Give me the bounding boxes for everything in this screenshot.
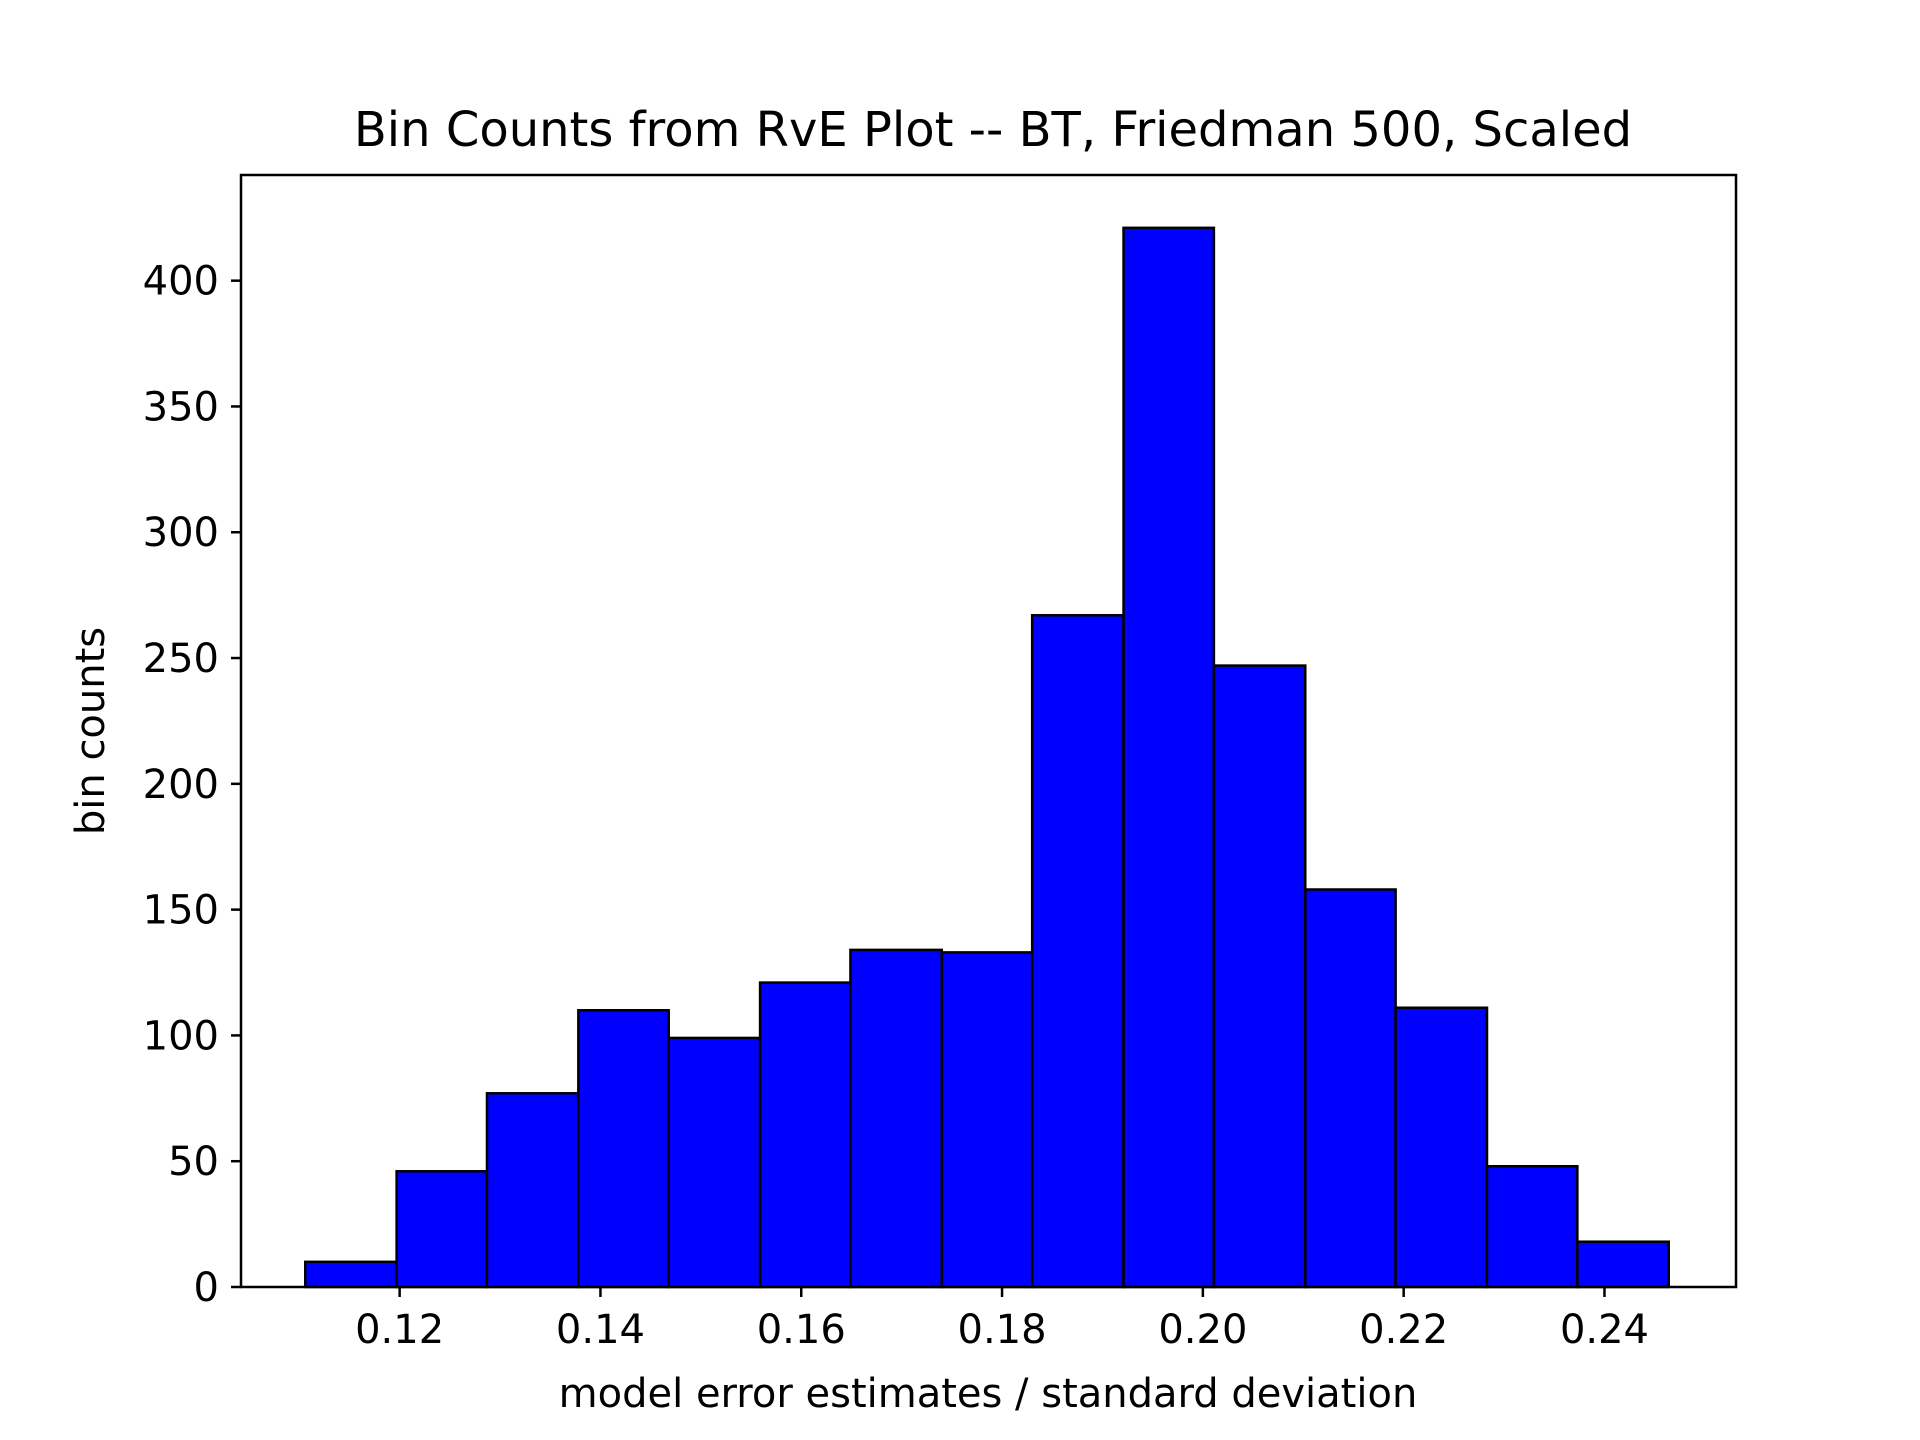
- histogram-bar: [940, 951, 1034, 1289]
- x-tick-label: 0.24: [1560, 1307, 1649, 1353]
- x-tick-label: 0.12: [355, 1307, 444, 1353]
- histogram-bar: [304, 1260, 398, 1289]
- chart-title: Bin Counts from RvE Plot -- BT, Friedman…: [354, 102, 1632, 158]
- y-tick-label: 150: [143, 888, 219, 934]
- histogram-bar: [849, 948, 944, 1289]
- histogram-bar: [1122, 226, 1216, 1289]
- histogram-bar: [667, 1036, 762, 1289]
- x-tick-label: 0.16: [757, 1307, 846, 1353]
- y-axis-label: bin counts: [68, 627, 114, 835]
- plot-frame: [239, 173, 1738, 1289]
- histogram-bar: [1576, 1240, 1670, 1289]
- x-tick-label: 0.22: [1359, 1307, 1448, 1353]
- histogram-bar: [577, 1009, 670, 1289]
- histogram-bar: [758, 981, 852, 1289]
- y-tick-label: 350: [143, 384, 219, 430]
- histogram-bar: [395, 1170, 489, 1289]
- x-axis-label: model error estimates / standard deviati…: [559, 1371, 1418, 1417]
- y-tick-label: 100: [143, 1013, 219, 1059]
- bars-group: [304, 226, 1670, 1289]
- x-axis: 0.12 0.14 0.16 0.18 0.20 0.22 0.24: [355, 1287, 1649, 1353]
- histogram-bar: [1394, 1006, 1489, 1289]
- y-tick-label: 200: [143, 762, 219, 808]
- histogram-bar: [485, 1092, 580, 1289]
- y-tick-label: 250: [143, 636, 219, 682]
- y-tick-label: 50: [168, 1139, 219, 1185]
- x-tick-label: 0.14: [556, 1307, 645, 1353]
- histogram-bar: [1304, 888, 1397, 1289]
- x-tick-label: 0.18: [958, 1307, 1047, 1353]
- y-tick-label: 400: [143, 259, 219, 305]
- histogram-bar: [1485, 1164, 1579, 1289]
- histogram-bar: [1030, 614, 1125, 1289]
- y-tick-label: 300: [143, 510, 219, 556]
- y-tick-label: 0: [194, 1265, 219, 1311]
- histogram-bar: [1212, 664, 1307, 1289]
- y-axis: 0 50 100 150 200 250 300 350 400: [143, 259, 241, 1311]
- x-tick-label: 0.20: [1158, 1307, 1247, 1353]
